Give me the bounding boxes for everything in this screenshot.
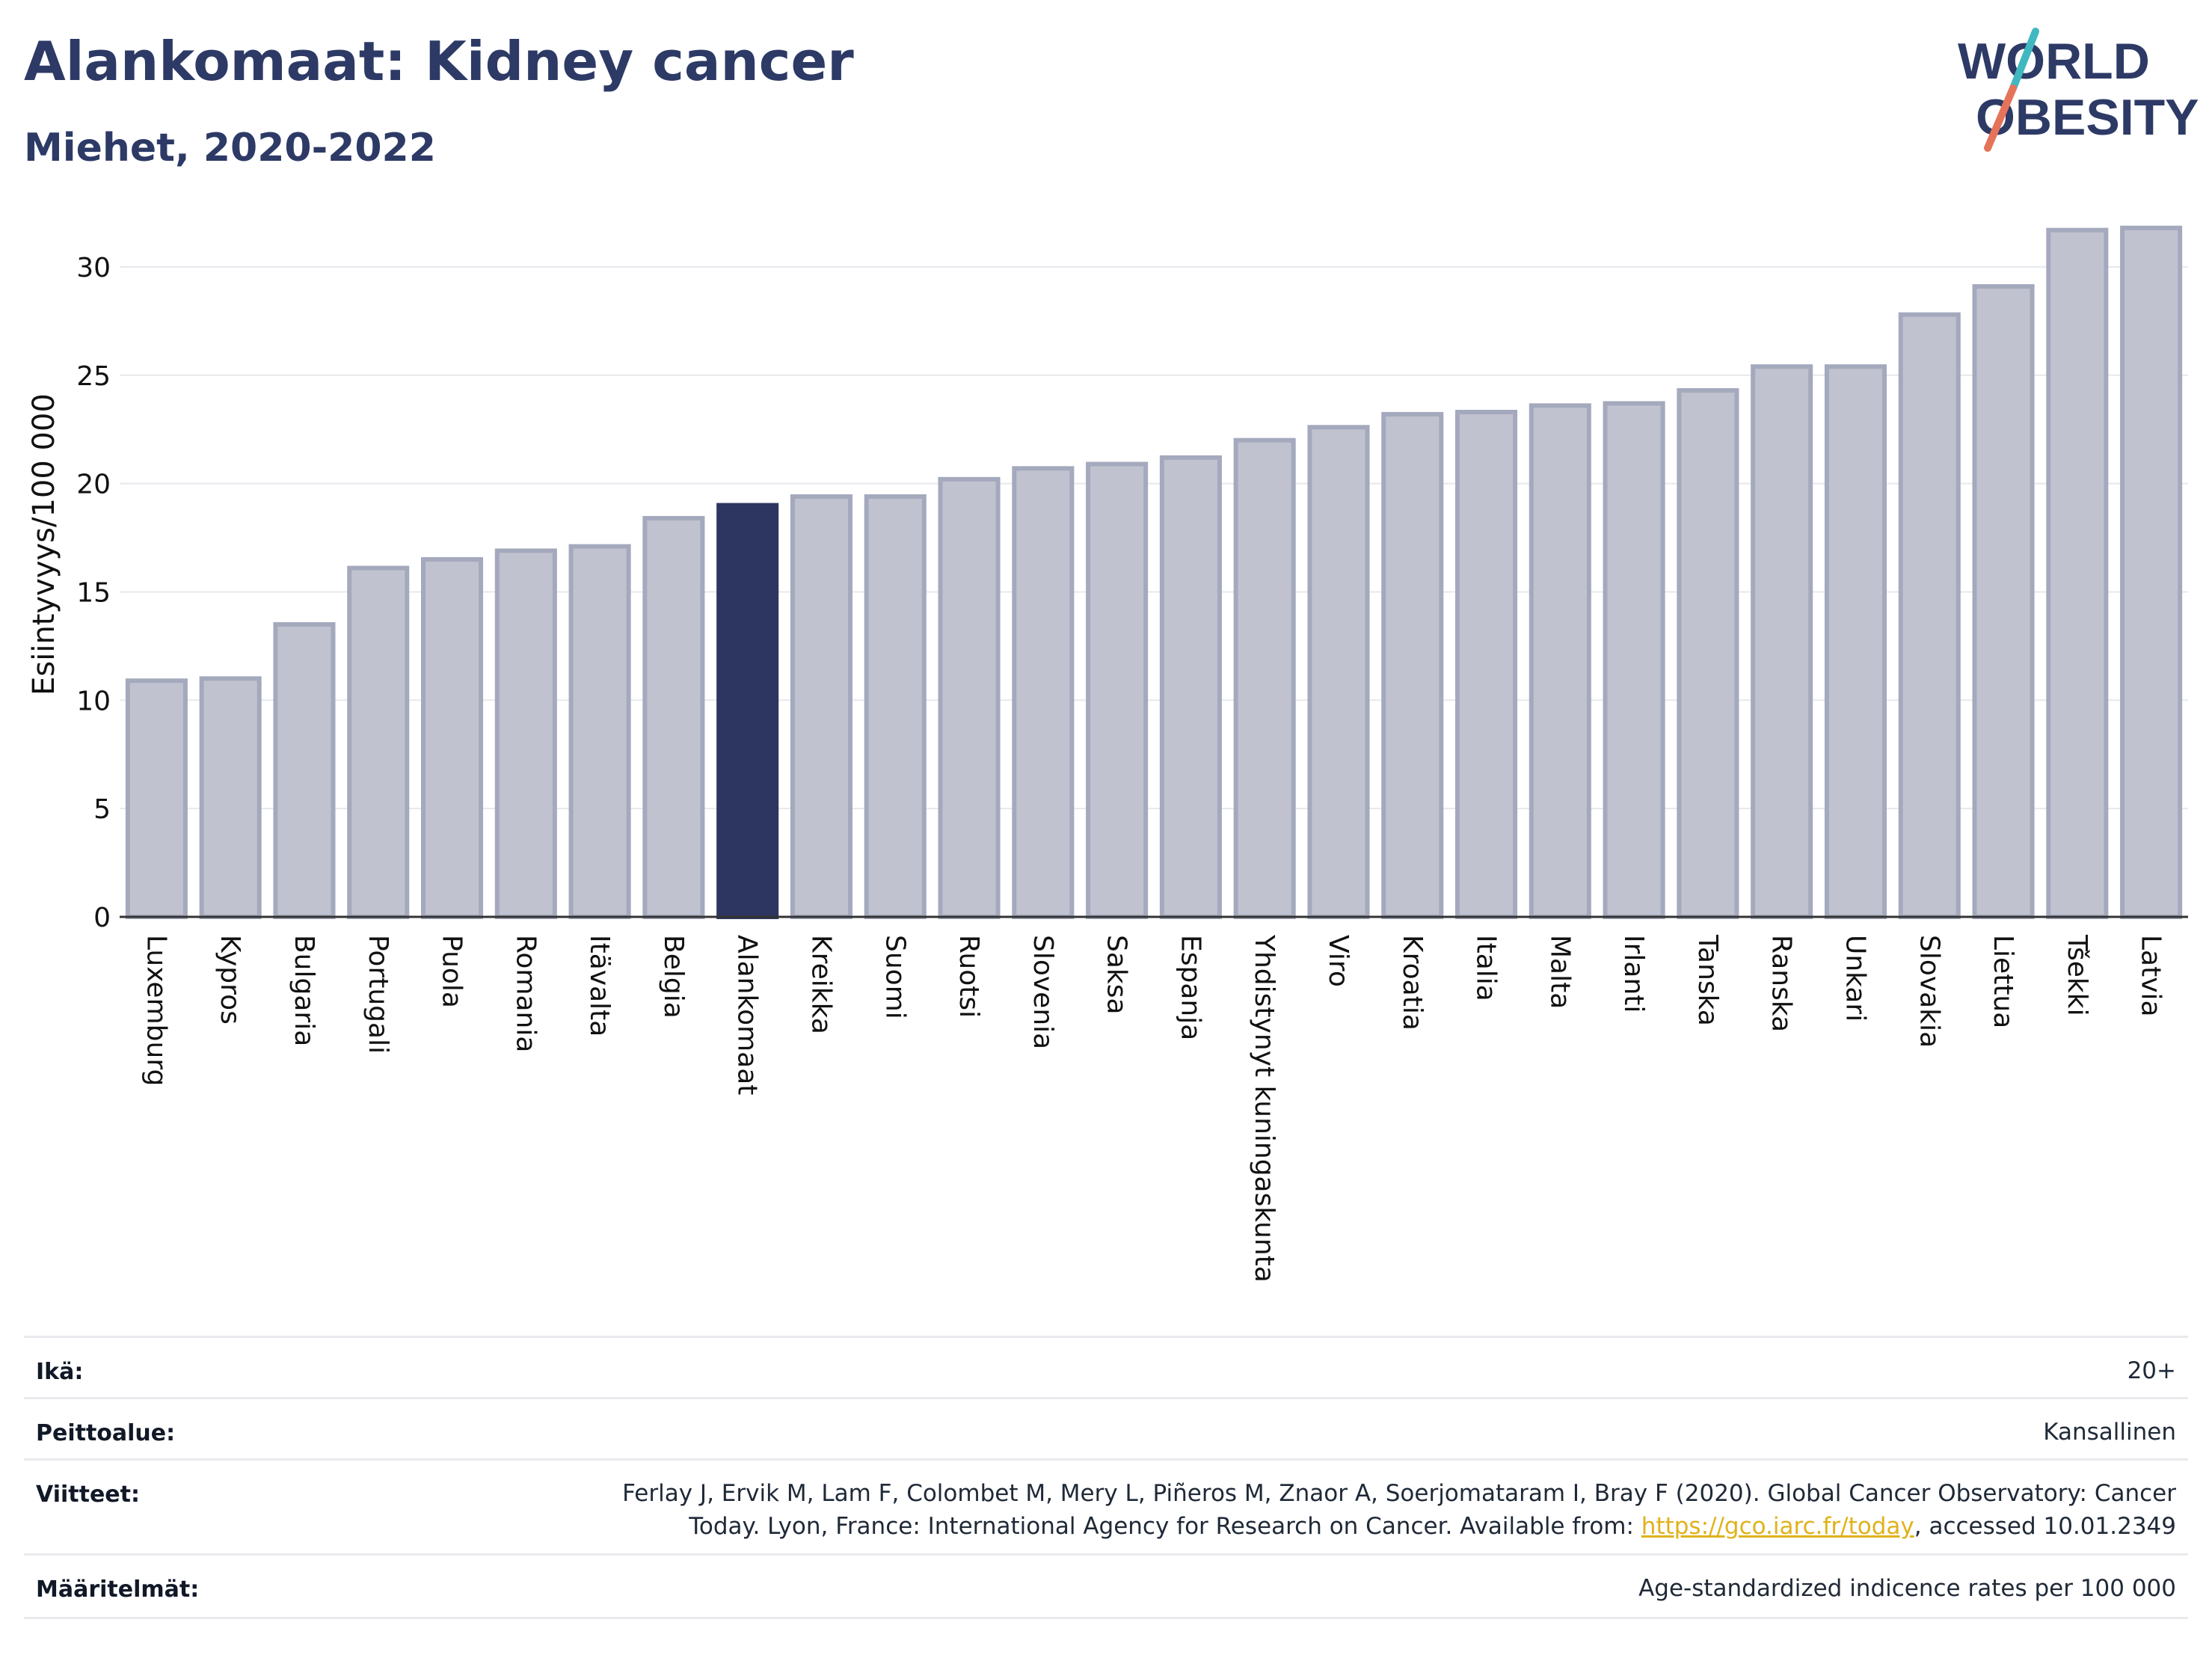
world-obesity-logo: WORLD OBESITY [1958, 28, 2199, 152]
x-tick-label: Irlanti [1618, 935, 1649, 1013]
x-tick-label: Alankomaat [732, 935, 763, 1095]
x-tick-label: Yhdistynyt kuningaskunta [1249, 934, 1279, 1283]
x-tick-label: Kroatia [1397, 935, 1428, 1031]
references-line2-post: , accessed 10.01.2349 [1914, 1513, 2176, 1540]
y-tick-label: 15 [76, 577, 111, 608]
x-tick-labels: Luxemburg Kypros Bulgaria Portugali Puola Rom… [141, 934, 2166, 1283]
bar-luxemburg [125, 678, 188, 919]
bar-alankomaat [716, 503, 779, 919]
x-tick-label: Saksa [1102, 935, 1132, 1015]
references-value: Ferlay J, Ervik M, Lam F, Colombet M, Me… [622, 1477, 2176, 1543]
bar-saksa [1086, 461, 1149, 919]
x-tick-label: Kreikka [805, 935, 836, 1034]
bar-romania [494, 548, 557, 919]
bar-kypros [199, 676, 262, 919]
y-tick-label: 25 [76, 361, 111, 392]
bar-malta [1529, 403, 1591, 919]
bar-espanja [1159, 455, 1222, 919]
logo-slash-teal [2009, 28, 2039, 92]
logo-line2: OBESITY [1976, 89, 2199, 146]
bars [125, 225, 2183, 920]
bar-italia [1455, 410, 1518, 919]
bar-viro [1307, 425, 1370, 919]
references-label: Viitteet: [36, 1481, 140, 1508]
bar-tanska [1677, 388, 1739, 919]
coverage-value: Kansallinen [2043, 1419, 2176, 1446]
y-tick-label: 10 [76, 686, 111, 716]
bar-liettua [1972, 283, 2035, 919]
chart-subtitle: Miehet, 2020-2022 [24, 126, 436, 171]
y-tick-label: 0 [93, 903, 111, 933]
age-value: 20+ [2127, 1357, 2176, 1384]
bar-slovenia [1012, 466, 1075, 919]
bar-portugali [347, 565, 410, 919]
y-tick-label: 5 [93, 794, 111, 825]
definitions-label: Määritelmät: [36, 1576, 200, 1603]
x-tick-label: Itävalta [584, 935, 615, 1037]
info-row-definitions: Määritelmät: Age-standardized indicence … [24, 1553, 2188, 1619]
x-tick-label: Slovenia [1027, 935, 1058, 1049]
y-tick-label: 20 [76, 470, 111, 500]
bar-itävalta [568, 544, 631, 919]
x-tick-label: Malta [1544, 935, 1575, 1009]
bar-kroatia [1381, 411, 1444, 919]
references-link[interactable]: https://gco.iarc.fr/today [1641, 1513, 1914, 1540]
info-row-age: Ikä: 20+ [24, 1336, 2188, 1398]
bar-slovakia [1898, 312, 1961, 920]
x-tick-label: Ranska [1766, 935, 1797, 1032]
logo-slash-red [1984, 85, 2017, 152]
x-tick-label: Tanska [1692, 934, 1723, 1026]
x-tick-label: Kypros [215, 935, 245, 1025]
x-tick-label: Romania [510, 935, 541, 1052]
x-tick-label: Espanja [1175, 935, 1205, 1040]
bar-bulgaria [273, 621, 336, 920]
y-tick-label: 30 [76, 253, 111, 283]
x-tick-label: Luxemburg [141, 935, 171, 1086]
x-tick-label: Suomi [879, 935, 910, 1019]
x-tick-label: Italia [1471, 935, 1502, 1001]
references-line2-pre: Today. Lyon, France: International Agenc… [689, 1513, 1641, 1540]
age-label: Ikä: [36, 1359, 84, 1385]
chart-title: Alankomaat: Kidney cancer [24, 30, 854, 93]
definitions-value: Age-standardized indicence rates per 100… [1638, 1575, 2176, 1602]
references-line2: Today. Lyon, France: International Agenc… [622, 1510, 2176, 1543]
bar-puola [421, 557, 484, 919]
bar-kreikka [790, 494, 852, 919]
bar-ranska [1751, 364, 1813, 920]
x-tick-label: Slovakia [1914, 935, 1944, 1048]
bar-ruotsi [938, 476, 1001, 919]
bar-chart: 0 5 10 15 20 25 30 Luxemburg Kypros Bulgaria Port… [27, 225, 2188, 1283]
y-axis-label: Esiintyvyys/100 000 [27, 393, 61, 696]
x-tick-label: Bulgaria [289, 935, 319, 1046]
references-line1: Ferlay J, Ervik M, Lam F, Colombet M, Me… [622, 1480, 2176, 1507]
x-tick-label: Viro [1323, 935, 1354, 987]
x-tick-label: Unkari [1840, 935, 1870, 1022]
bar-latvia [2120, 225, 2183, 920]
x-tick-label: Liettua [1988, 935, 2018, 1028]
bar-irlanti [1603, 401, 1665, 919]
x-tick-label: Puola [437, 935, 467, 1008]
bar-unkari [1824, 364, 1887, 920]
bar-suomi [864, 494, 927, 919]
coverage-label: Peittoalue: [36, 1420, 176, 1446]
bar-yhdistynyt-kuningaskunta [1233, 437, 1296, 919]
bar-belgia [642, 515, 705, 919]
bar-tšekki [2046, 227, 2109, 920]
info-row-references: Viitteet: Ferlay J, Ervik M, Lam F, Colo… [24, 1458, 2188, 1554]
x-tick-label: Portugali [363, 935, 393, 1054]
logo-line1: WORLD [1958, 33, 2150, 90]
x-tick-label: Ruotsi [953, 935, 984, 1018]
y-tick-labels: 0 5 10 15 20 25 30 [76, 253, 111, 933]
x-tick-label: Latvia [2136, 935, 2166, 1017]
info-row-coverage: Peittoalue: Kansallinen [24, 1397, 2188, 1459]
x-tick-label: Tšekki [2062, 934, 2092, 1016]
x-tick-label: Belgia [658, 935, 689, 1019]
